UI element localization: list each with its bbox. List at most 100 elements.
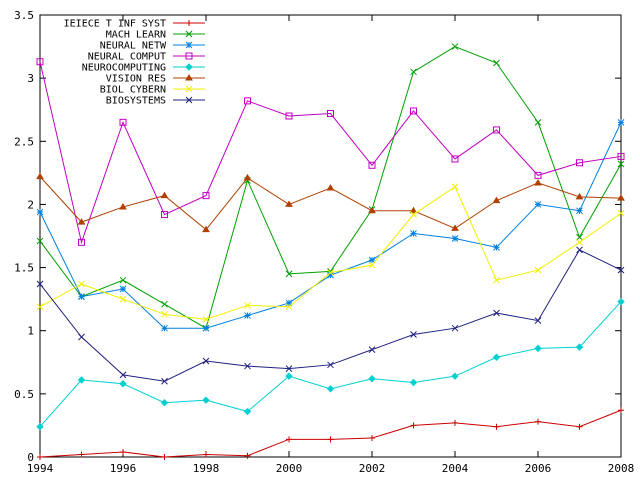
- data-point: [326, 184, 335, 191]
- data-point: [36, 280, 44, 288]
- legend-entry: BIOL CYBERN: [100, 85, 205, 96]
- x-tick-label: 2004: [442, 462, 469, 475]
- data-point: [36, 237, 44, 245]
- series-layer: [36, 43, 625, 460]
- x-tick-label: 2006: [525, 462, 552, 475]
- data-point: [493, 309, 500, 317]
- data-point: [327, 271, 334, 279]
- data-point: [119, 380, 127, 388]
- y-tick-label: 1: [27, 325, 34, 338]
- x-tick-label: 2000: [276, 462, 303, 475]
- data-point: [203, 451, 209, 458]
- legend-label: BIOSYSTEMS: [106, 96, 166, 107]
- data-point: [576, 233, 583, 241]
- data-point: [493, 244, 500, 251]
- legend-entry: BIOSYSTEMS: [106, 96, 205, 107]
- data-point: [409, 378, 418, 387]
- data-point: [369, 435, 375, 442]
- data-point: [161, 300, 168, 308]
- data-point: [368, 261, 376, 269]
- data-point: [285, 303, 293, 311]
- data-point: [534, 317, 542, 324]
- data-point: [534, 266, 542, 274]
- data-point: [617, 194, 625, 201]
- data-point: [534, 344, 542, 353]
- data-point: [78, 333, 85, 341]
- data-point: [243, 173, 252, 181]
- data-point: [534, 118, 542, 126]
- y-tick-label: 0.5: [14, 388, 34, 401]
- plot-frame: [39, 14, 622, 458]
- data-point: [617, 160, 625, 168]
- data-point: [326, 385, 335, 393]
- series-4: [36, 297, 625, 431]
- data-point: [576, 159, 583, 167]
- axes: 0 0.5 1 1.5 2 2.5 3 3.5 1994 1996 1998 2000 2002 2004…: [14, 9, 634, 475]
- series-7: [36, 246, 625, 385]
- data-point: [617, 152, 625, 160]
- data-point: [186, 20, 192, 26]
- series-line: [39, 61, 622, 245]
- data-point: [493, 423, 500, 430]
- series-line: [39, 249, 622, 382]
- legend-label: VISION RES: [106, 74, 166, 85]
- data-point: [410, 422, 417, 429]
- data-point: [185, 74, 193, 81]
- legend-label: NEUROCOMPUTING: [82, 63, 166, 74]
- series-0: [37, 407, 624, 460]
- legend-label: BIOL CYBERN: [100, 85, 166, 96]
- data-point: [285, 112, 293, 120]
- data-point: [493, 126, 500, 134]
- data-point: [77, 218, 86, 225]
- y-tick-label: 3.5: [14, 9, 34, 22]
- data-point: [535, 418, 541, 425]
- y-tick-label: 2: [27, 198, 34, 211]
- data-point: [202, 396, 210, 404]
- data-point: [576, 238, 583, 246]
- data-point: [327, 361, 334, 369]
- data-point: [368, 161, 376, 169]
- data-point: [36, 303, 44, 311]
- data-point: [534, 178, 542, 186]
- data-point: [451, 235, 459, 242]
- data-point: [576, 423, 583, 430]
- data-point: [410, 107, 417, 115]
- data-point: [576, 246, 583, 254]
- data-point: [327, 110, 334, 118]
- legend-label: MACH LEARN: [106, 30, 166, 41]
- legend-label: IEIECE T INF SYST: [64, 19, 166, 30]
- series-line: [39, 409, 622, 458]
- data-point: [185, 30, 193, 38]
- data-point: [452, 419, 458, 426]
- data-point: [185, 52, 193, 60]
- data-point: [161, 310, 168, 318]
- data-point: [327, 436, 334, 443]
- data-point: [368, 374, 376, 383]
- data-point: [451, 183, 459, 191]
- data-point: [451, 324, 459, 332]
- data-point: [410, 68, 417, 76]
- data-point: [410, 230, 417, 237]
- data-point: [119, 295, 127, 303]
- data-point: [409, 206, 418, 214]
- data-point: [618, 407, 624, 414]
- data-point: [36, 172, 44, 180]
- data-point: [244, 362, 251, 370]
- data-point: [119, 371, 127, 379]
- data-point: [451, 372, 459, 380]
- x-tick-label: 1998: [193, 462, 220, 475]
- data-point: [36, 58, 44, 66]
- data-point: [119, 202, 127, 210]
- data-point: [451, 43, 459, 50]
- data-point: [78, 451, 85, 458]
- legend-entry: NEURAL COMPUT: [88, 52, 205, 63]
- data-point: [77, 376, 86, 384]
- data-point: [185, 96, 193, 104]
- data-point: [244, 97, 251, 105]
- data-point: [534, 171, 542, 179]
- data-point: [185, 63, 193, 71]
- data-point: [244, 302, 251, 309]
- data-point: [244, 312, 251, 319]
